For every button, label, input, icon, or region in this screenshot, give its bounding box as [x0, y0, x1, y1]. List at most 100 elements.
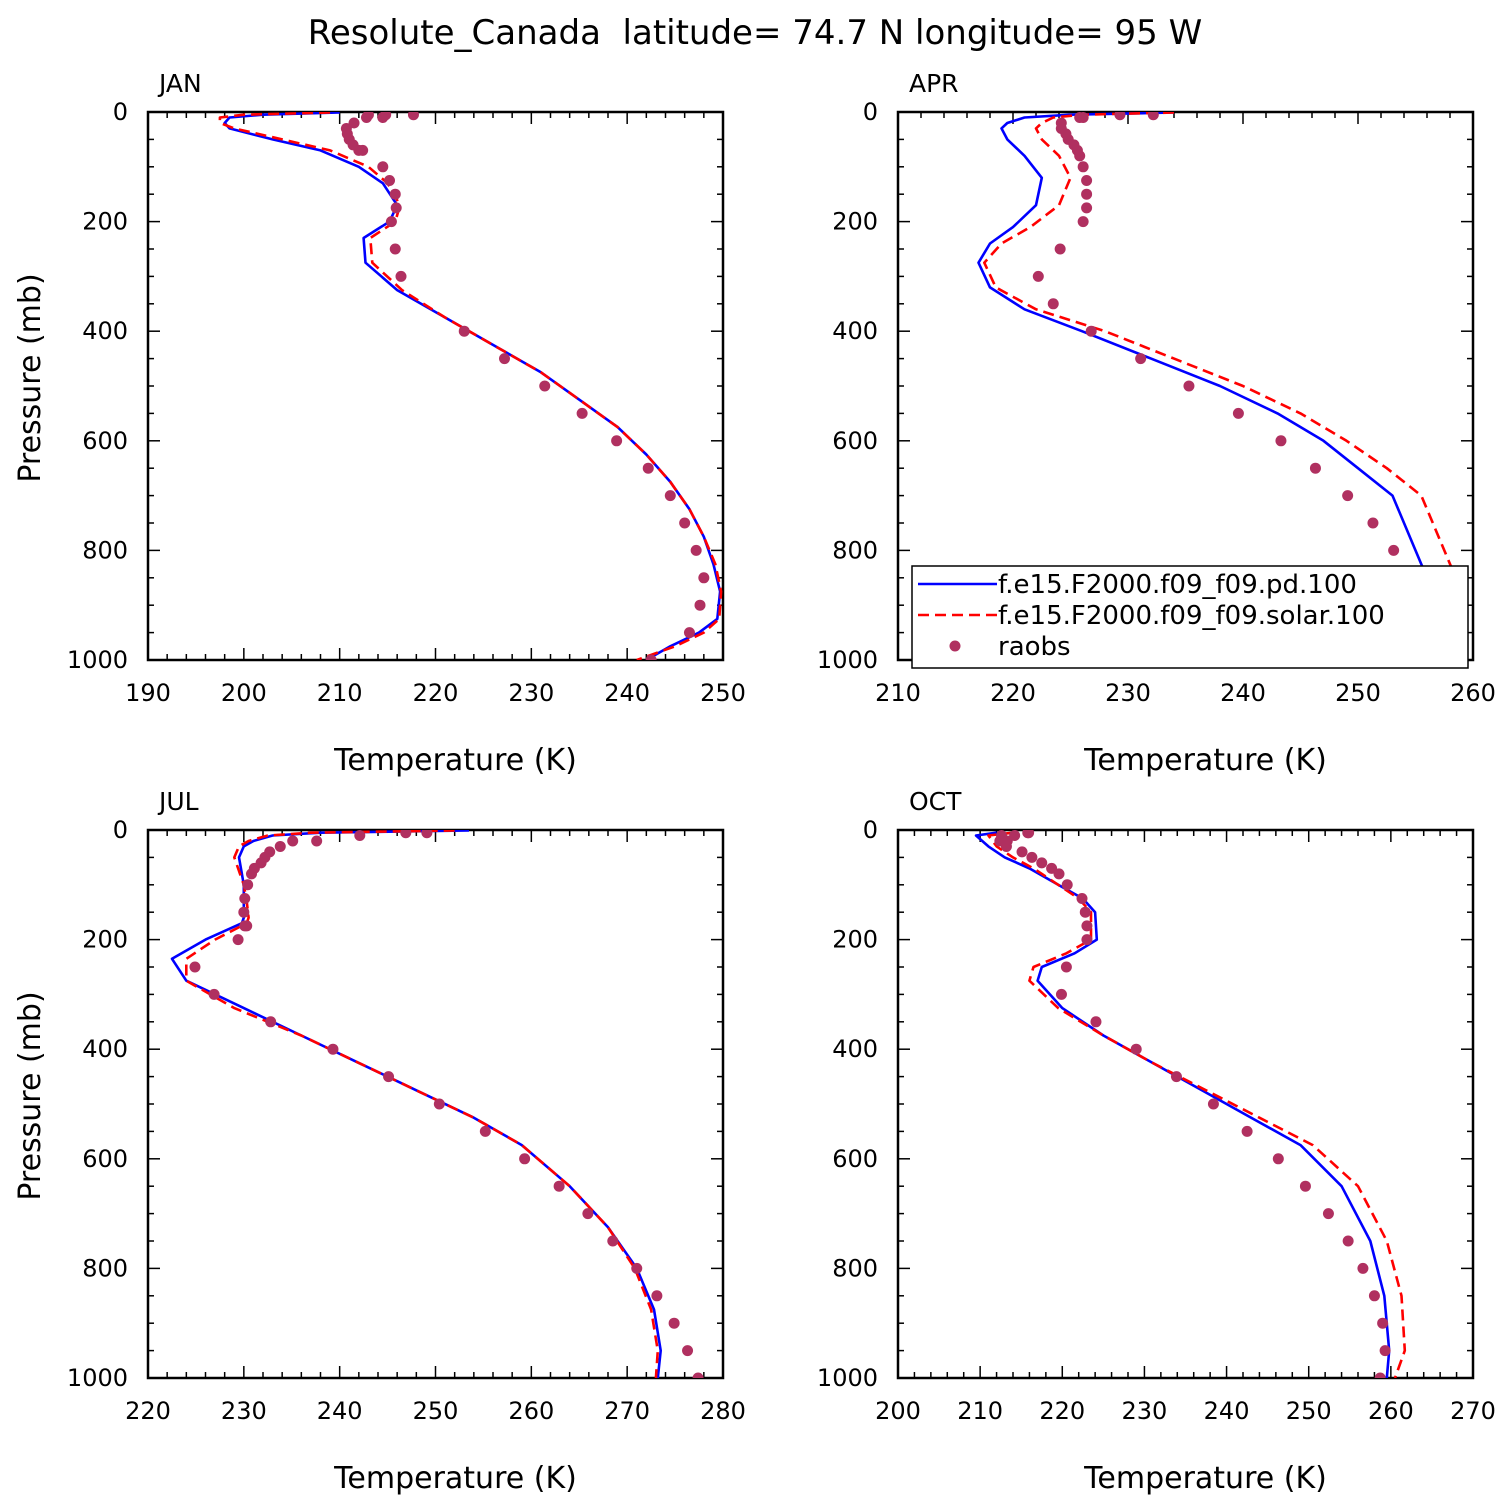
x-tick-label: 240	[317, 1397, 363, 1425]
raobs-point	[1026, 851, 1038, 863]
series-line-solar	[987, 831, 1407, 1378]
y-tick-label: 600	[82, 427, 128, 455]
raobs-point	[348, 117, 360, 129]
raobs-point	[357, 144, 369, 156]
y-tick-label: 800	[832, 536, 878, 564]
raobs-point	[1183, 380, 1195, 392]
raobs-point	[1023, 830, 1035, 839]
raobs-point	[354, 830, 366, 841]
raobs-point	[377, 161, 389, 173]
data-area	[218, 112, 723, 660]
raobs-point	[1114, 112, 1126, 121]
raobs-point	[1053, 868, 1065, 880]
x-tick-label: 260	[508, 1397, 554, 1425]
x-tick-label: 230	[1122, 1397, 1168, 1425]
panel-jan: JAN 190 200 210 220 230 240 250 0 200 400 600 800 100…	[13, 69, 746, 778]
y-tick-label: 0	[113, 816, 128, 844]
y-tick-label: 600	[832, 427, 878, 455]
x-tick-label: 260	[1450, 679, 1496, 707]
panel-label: OCT	[909, 787, 962, 816]
raobs-point	[611, 435, 623, 447]
raobs-point	[607, 1235, 619, 1247]
raobs-point	[1047, 298, 1059, 310]
raobs-point	[582, 1208, 594, 1220]
raobs-point	[539, 380, 551, 392]
x-tick-label: 220	[990, 679, 1036, 707]
panel-oct: OCT 200 210 220 230 240 250 260 270 0 200 400 600 800…	[817, 787, 1496, 1496]
raobs-point	[1085, 325, 1097, 337]
raobs-point	[1342, 1235, 1354, 1247]
raobs-point	[1272, 1153, 1284, 1165]
panel-jul: JUL 220 230 240 250 260 270 280 0 200 400 600 800 100…	[13, 787, 746, 1496]
raobs-point	[361, 112, 372, 123]
x-tick-label: 280	[700, 1397, 746, 1425]
x-tick-label: 270	[604, 1397, 650, 1425]
raobs-point	[690, 544, 702, 556]
raobs-point	[1074, 150, 1086, 162]
raobs-point	[311, 835, 323, 847]
raobs-point	[499, 353, 510, 365]
y-tick-label: 400	[832, 317, 878, 345]
raobs-point	[1032, 270, 1044, 282]
x-tick-label: 200	[221, 679, 267, 707]
x-tick-label: 210	[875, 679, 921, 707]
raobs-point	[1000, 840, 1012, 852]
series-line-pd	[977, 112, 1432, 660]
y-tick-label: 0	[113, 98, 128, 126]
y-tick-label: 400	[82, 317, 128, 345]
y-tick-label: 0	[863, 98, 878, 126]
raobs-point	[1357, 1262, 1369, 1274]
raobs-point	[1374, 1372, 1386, 1378]
y-axis-label: Pressure (mb)	[13, 273, 48, 482]
raobs-point	[208, 988, 220, 1000]
raobs-point	[265, 1016, 277, 1028]
x-tick-label: 240	[1204, 1397, 1250, 1425]
raobs-point	[327, 1043, 339, 1055]
raobs-point	[1275, 435, 1287, 447]
series-line-pd	[974, 831, 1391, 1378]
raobs-point	[642, 462, 654, 474]
y-tick-label: 0	[863, 816, 878, 844]
x-tick-label: 230	[221, 1397, 267, 1425]
raobs-point	[384, 175, 395, 186]
raobs-point	[1081, 920, 1093, 932]
panel-label: JAN	[157, 69, 202, 98]
panel-label: APR	[909, 69, 959, 98]
y-tick-label: 600	[832, 1145, 878, 1173]
panel-apr: APR 210 220 230 240 250 260 0 200 400 600 800 1000 Te…	[817, 69, 1496, 778]
raobs-point	[433, 1098, 445, 1110]
raobs-point	[664, 490, 676, 502]
y-tick-label: 200	[82, 208, 128, 236]
x-axis-label: Temperature (K)	[333, 1461, 577, 1496]
y-tick-label: 400	[832, 1035, 878, 1063]
y-tick-label: 200	[832, 926, 878, 954]
raobs-point	[631, 1262, 643, 1274]
raobs-point	[694, 599, 706, 611]
x-tick-label: 210	[957, 1397, 1003, 1425]
raobs-point	[246, 868, 257, 880]
y-tick-label: 800	[82, 1254, 128, 1282]
y-tick-label: 600	[82, 1145, 128, 1173]
raobs-point	[1081, 175, 1093, 186]
raobs-point	[553, 1180, 565, 1192]
x-axis-label: Temperature (K)	[1083, 1461, 1327, 1496]
raobs-point	[1081, 934, 1093, 946]
raobs-point	[1368, 1290, 1380, 1302]
raobs-point	[421, 830, 433, 839]
raobs-point	[287, 835, 299, 847]
raobs-point	[189, 961, 201, 973]
raobs-point	[1241, 1125, 1253, 1137]
y-axis-label: Pressure (mb)	[13, 991, 48, 1200]
raobs-point	[241, 920, 253, 932]
x-tick-label: 260	[1368, 1397, 1414, 1425]
raobs-point	[1309, 462, 1321, 474]
panels: JAN 190 200 210 220 230 240 250 0 200 400 600 800 100…	[13, 69, 1496, 1496]
x-tick-label: 200	[875, 1397, 921, 1425]
raobs-point	[1077, 216, 1089, 228]
x-tick-label: 220	[125, 1397, 171, 1425]
legend-box	[911, 565, 1469, 669]
raobs-point	[1379, 1345, 1391, 1357]
x-tick-label: 240	[1220, 679, 1266, 707]
raobs-point	[390, 202, 402, 214]
